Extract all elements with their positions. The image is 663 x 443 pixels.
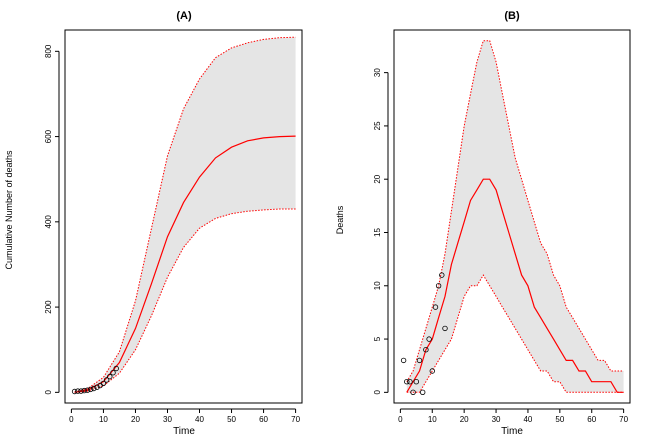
panel-a-observed-point (84, 387, 91, 393)
panel-b-frame (393, 29, 631, 404)
panel-a-y-label: Cumulative Number of deaths (4, 150, 14, 270)
panel-a-y-tick-label: 400 (44, 215, 53, 229)
panel-b-y-tick-label: 10 (373, 281, 382, 290)
panel-b-x-tick-label: 50 (555, 415, 564, 424)
panel-a-observed-point (94, 384, 100, 390)
panel-a-observed-point (81, 387, 87, 394)
panel-b-y-tick-label: 25 (373, 121, 382, 130)
panel-a-observed-point (75, 388, 81, 394)
panel-b-x-tick-label: 30 (492, 415, 501, 424)
panel-b-lower-bound-line (406, 274, 624, 393)
panel-a-observed-point (107, 373, 113, 380)
panel-b-observed-point (410, 389, 416, 395)
panel-b-y-tick-label: 15 (373, 227, 382, 236)
panel-b-observed-point (439, 272, 445, 278)
panel-b-x-tick-label: 20 (460, 415, 469, 424)
panel-b-observed-point (426, 336, 432, 342)
panel-a-lower-bound-line (74, 208, 296, 393)
panel-b-y-tick-label: 20 (373, 174, 382, 183)
panel-a-x-label: Time (173, 426, 195, 437)
panel-b-y-label: Deaths (335, 205, 345, 234)
panel-a-observed-point (103, 377, 110, 383)
panel-b-x-tick-label: 0 (398, 415, 403, 424)
panel-a-x-tick-label: 10 (99, 415, 108, 424)
panel-a-x-tick-label: 0 (69, 415, 74, 424)
panel-b-x-tick-label: 70 (619, 415, 628, 424)
panel-a-y-tick-label: 200 (44, 300, 53, 314)
panel-b-observed-point (400, 357, 407, 364)
panel-a-confidence-band (74, 37, 296, 393)
panel-b-y-tick-label: 30 (373, 68, 382, 77)
panel-b-observed-point (432, 304, 439, 310)
panel-b-observed-point (420, 389, 426, 395)
panel-a-x-tick-label: 70 (291, 415, 300, 424)
panel-a-x-tick-label: 30 (163, 415, 172, 424)
panel-b-y-tick-label: 0 (373, 390, 382, 395)
panel-b-x-tick-label: 40 (523, 415, 532, 424)
panel-a-observed-point (87, 386, 94, 393)
panel-b-observed-point (416, 357, 423, 364)
panel-a-frame (64, 29, 303, 404)
panel-a-observed-point (113, 365, 119, 372)
panel-b-x-tick-label: 60 (587, 415, 596, 424)
panel-b-confidence-band (406, 40, 624, 393)
panel-a-y-tick-label: 800 (44, 44, 53, 58)
panel-b-observed-point (413, 379, 419, 385)
panel-a-title: (A) (176, 10, 192, 22)
panel-b-observed-point (407, 379, 413, 385)
panel-a-y-tick-label: 600 (44, 129, 53, 143)
panel-a-upper-bound-line (74, 36, 296, 393)
panel-b-x-tick-label: 10 (428, 415, 437, 424)
panel-b-observed-point (442, 325, 448, 332)
panel-b-median-line (406, 178, 624, 393)
panel-a-x-tick-label: 40 (195, 415, 204, 424)
panel-b-y-tick-label: 5 (373, 336, 382, 341)
panel-b-upper-bound-line (406, 40, 624, 382)
panel-b: (B) Time Deaths 0 10 20 30 40 50 60 70 0 5 10 15 20 2… (335, 10, 631, 437)
panel-b-x-label: Time (501, 426, 523, 437)
panel-a-y-tick-label: 0 (44, 390, 53, 395)
panel-a-x-tick-label: 20 (131, 415, 140, 424)
panel-b-observed-point (423, 347, 429, 353)
panel-a-median-line (74, 135, 296, 393)
panel-a-x-tick-label: 50 (227, 415, 236, 424)
panel-a-observed-point (71, 388, 78, 395)
panel-a-observed-point (110, 370, 116, 376)
panel-b-observed-point (435, 283, 442, 289)
panel-a: (A) Time Cumulative Number of deaths 0 10… (4, 10, 303, 437)
panel-b-title: (B) (504, 10, 520, 22)
panel-a-observed-point (100, 380, 107, 387)
panel-b-observed-point (429, 368, 435, 374)
panel-b-observed-point (404, 379, 410, 385)
panel-a-observed-point (91, 385, 97, 392)
panel-a-observed-point (78, 388, 84, 394)
panel-a-x-tick-label: 60 (259, 415, 268, 424)
